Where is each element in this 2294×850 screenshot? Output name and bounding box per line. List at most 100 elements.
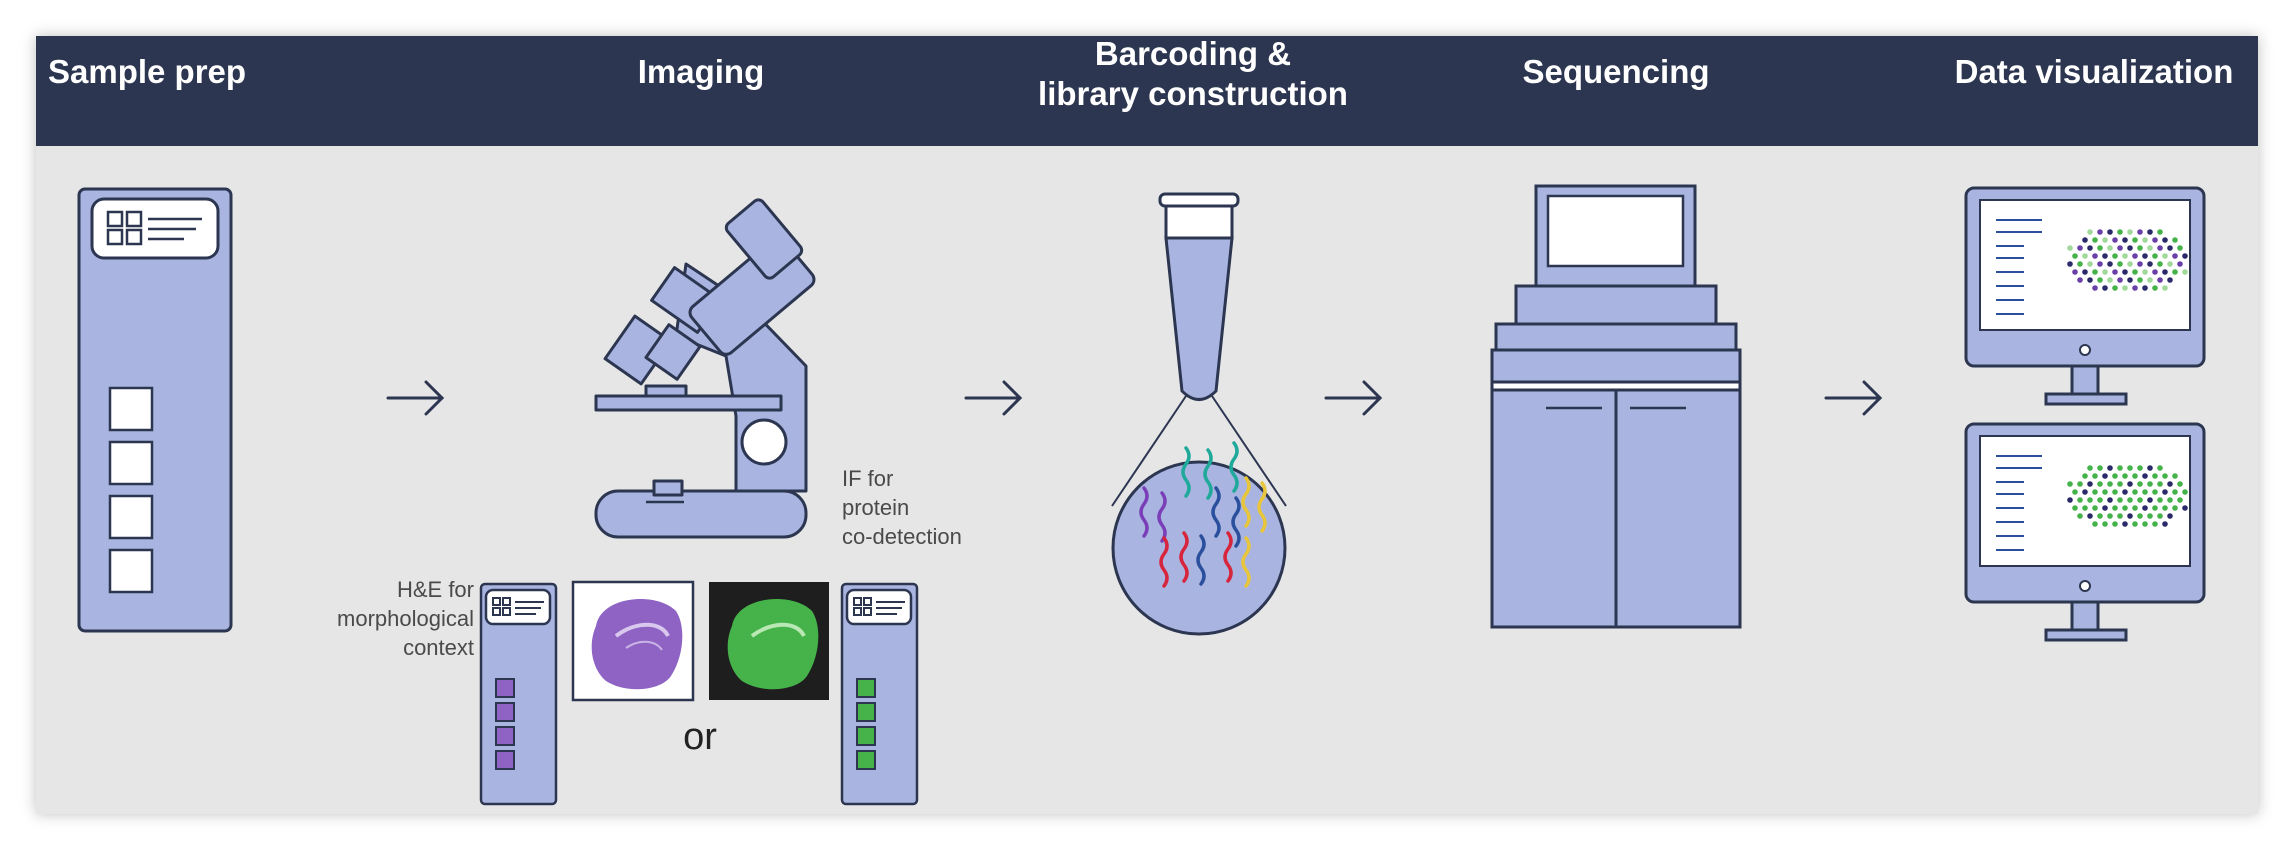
data-spot	[2132, 269, 2138, 275]
data-spot	[2152, 269, 2158, 275]
data-spot	[2157, 465, 2163, 471]
barcode-strand	[1179, 531, 1189, 583]
data-spot	[2157, 261, 2163, 267]
data-spot	[2102, 253, 2108, 259]
data-spot	[2097, 229, 2103, 235]
data-spot	[2122, 473, 2128, 479]
data-spot	[2112, 269, 2118, 275]
data-spot	[2152, 505, 2158, 511]
data-spot	[2137, 261, 2143, 267]
data-spot	[2082, 253, 2088, 259]
data-spot	[2067, 497, 2073, 503]
data-spot	[2117, 465, 2123, 471]
data-spot	[2107, 245, 2113, 251]
data-spot	[2112, 473, 2118, 479]
data-spot	[2102, 489, 2108, 495]
data-spot	[2162, 473, 2168, 479]
data-spot	[2137, 465, 2143, 471]
stage-title-line: Sequencing	[1522, 53, 1710, 90]
data-spot	[2132, 473, 2138, 479]
data-spot	[2142, 521, 2148, 527]
data-spot	[2077, 277, 2083, 283]
data-spot	[2082, 505, 2088, 511]
data-spot	[2147, 513, 2153, 519]
barcode-strand	[1223, 531, 1233, 583]
data-spot	[2127, 497, 2133, 503]
data-spot	[2102, 285, 2108, 291]
barcode-strand	[1211, 486, 1221, 538]
data-spot	[2142, 505, 2148, 511]
data-spot	[2107, 481, 2113, 487]
arrow-right-icon	[386, 380, 445, 416]
barcode-strand	[1257, 481, 1267, 533]
data-spot	[2087, 277, 2093, 283]
data-spot	[2172, 237, 2178, 243]
data-spot	[2077, 481, 2083, 487]
spatial-dot-plot-overlay	[2067, 465, 2188, 527]
data-spot	[2162, 237, 2168, 243]
data-spot	[2112, 505, 2118, 511]
data-spot	[2117, 261, 2123, 267]
data-spot	[2157, 229, 2163, 235]
data-spot	[2182, 489, 2188, 495]
data-spot	[2137, 277, 2143, 283]
data-spot	[2077, 513, 2083, 519]
data-spot	[2152, 473, 2158, 479]
data-spot	[2087, 261, 2093, 267]
data-spot	[2122, 269, 2128, 275]
data-spot	[2082, 473, 2088, 479]
data-spot	[2122, 489, 2128, 495]
stage-title-sample-prep: Sample prep	[48, 52, 246, 92]
data-spot	[2112, 253, 2118, 259]
data-spot	[2082, 269, 2088, 275]
stage-title-line: Barcoding &	[1094, 36, 1292, 72]
data-spot	[2117, 513, 2123, 519]
data-spot	[2092, 285, 2098, 291]
data-spot	[2122, 521, 2128, 527]
data-spot	[2152, 285, 2158, 291]
data-spot	[2107, 229, 2113, 235]
data-spot	[2072, 489, 2078, 495]
data-spot	[2092, 473, 2098, 479]
spatial-dot-plot	[2067, 229, 2188, 291]
data-spot	[2157, 481, 2163, 487]
data-spot	[2177, 481, 2183, 487]
caption-line: H&E for	[396, 577, 474, 602]
data-spot	[2087, 497, 2093, 503]
data-spot	[2117, 497, 2123, 503]
data-spot	[2142, 285, 2148, 291]
data-spot	[2122, 253, 2128, 259]
sequencer-icon	[1490, 184, 1742, 629]
data-spot	[2152, 253, 2158, 259]
data-spot	[2117, 277, 2123, 283]
stage-title-sequencing: Sequencing	[1522, 52, 1709, 92]
data-spot	[2137, 513, 2143, 519]
barcode-strand	[1203, 448, 1213, 500]
data-spot	[2132, 285, 2138, 291]
data-spot	[2127, 481, 2133, 487]
data-spot	[2117, 245, 2123, 251]
data-spot	[2097, 261, 2103, 267]
data-spot	[2092, 505, 2098, 511]
he-tissue-image	[571, 580, 695, 702]
workflow-diagram	[77, 184, 2206, 806]
data-spot	[2092, 269, 2098, 275]
or-label: or	[683, 716, 717, 758]
data-spot	[2132, 237, 2138, 243]
data-spot	[2182, 505, 2188, 511]
data-spot	[2132, 489, 2138, 495]
data-spot	[2092, 253, 2098, 259]
stage-header-bar: Sample prep Imaging Barcoding & library …	[36, 36, 2258, 146]
data-spot	[2112, 489, 2118, 495]
stage-title-imaging: Imaging	[638, 52, 765, 92]
data-spot	[2112, 285, 2118, 291]
data-spot	[2132, 505, 2138, 511]
data-spot	[2112, 237, 2118, 243]
data-spot	[2157, 277, 2163, 283]
data-spot	[2142, 489, 2148, 495]
data-spot	[2092, 237, 2098, 243]
data-spot	[2117, 229, 2123, 235]
data-spot	[2147, 465, 2153, 471]
data-spot	[2172, 505, 2178, 511]
data-spot	[2142, 473, 2148, 479]
